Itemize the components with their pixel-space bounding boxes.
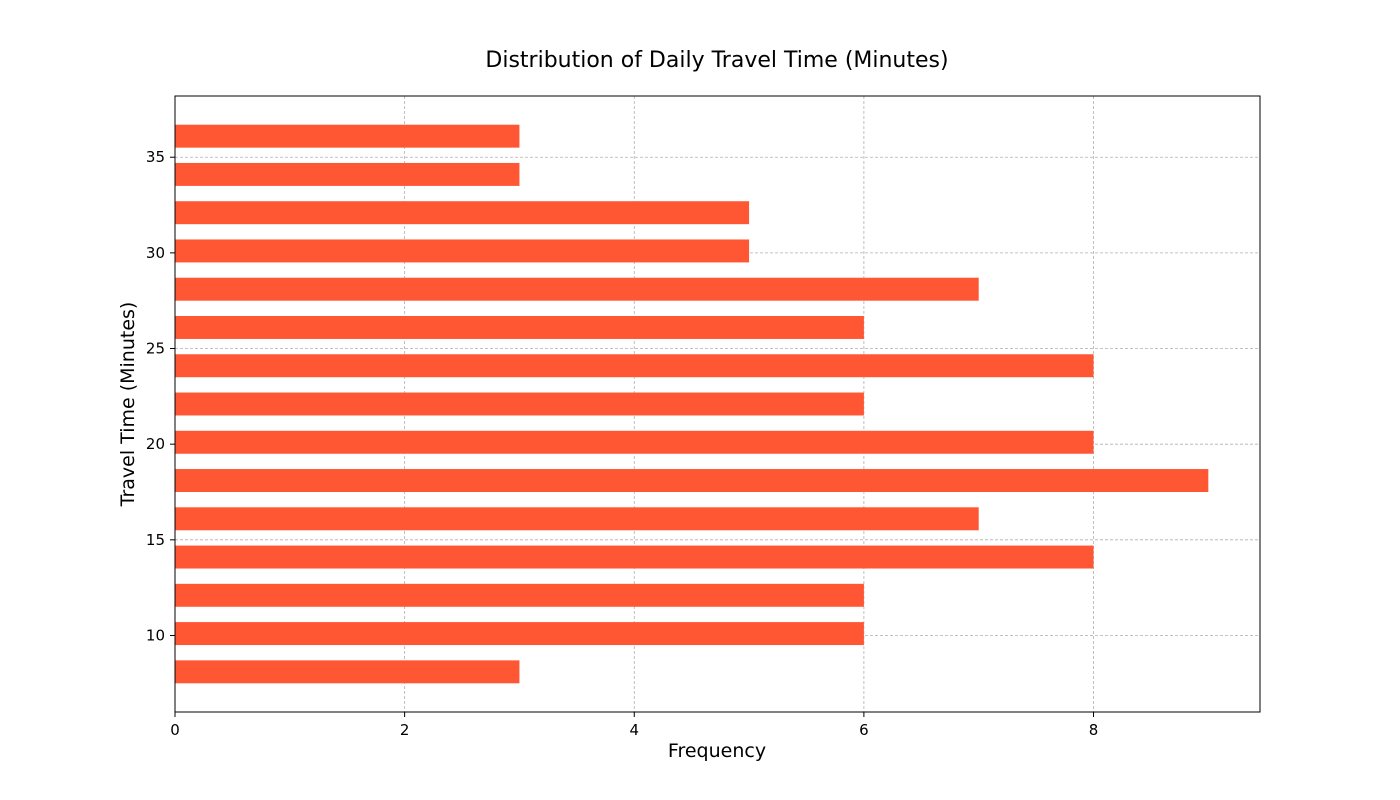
bar — [175, 583, 864, 607]
y-axis-ticks: 10 15 20 25 30 35 — [146, 148, 175, 644]
bar — [175, 124, 520, 148]
y-tick-label: 25 — [146, 340, 165, 358]
y-tick-label: 10 — [146, 626, 165, 644]
bar — [175, 316, 864, 339]
bar — [175, 507, 979, 531]
y-tick-label: 35 — [146, 148, 165, 166]
bar — [175, 277, 979, 301]
y-tick-label: 20 — [146, 435, 165, 453]
x-axis-ticks: 0 2 4 6 8 — [170, 712, 1098, 739]
y-axis-label: Travel Time (Minutes) — [117, 302, 139, 508]
bar — [175, 469, 1209, 492]
x-axis-label: Frequency — [668, 740, 766, 762]
bar — [175, 162, 520, 186]
bar — [175, 354, 1094, 378]
chart-title: Distribution of Daily Travel Time (Minut… — [485, 48, 948, 73]
x-tick-label: 8 — [1089, 721, 1099, 739]
bar — [175, 430, 1094, 454]
bars — [175, 124, 1209, 684]
x-tick-label: 6 — [859, 721, 869, 739]
x-tick-label: 2 — [400, 721, 410, 739]
y-tick-label: 30 — [146, 244, 165, 262]
y-tick-label: 15 — [146, 531, 165, 549]
x-tick-label: 0 — [170, 721, 180, 739]
bar — [175, 201, 750, 225]
bar — [175, 545, 1094, 569]
bar — [175, 660, 520, 684]
plot-frame — [174, 95, 1261, 713]
bar — [175, 392, 864, 416]
x-tick-label: 4 — [629, 721, 639, 739]
bar — [175, 622, 864, 646]
bar — [175, 239, 750, 263]
